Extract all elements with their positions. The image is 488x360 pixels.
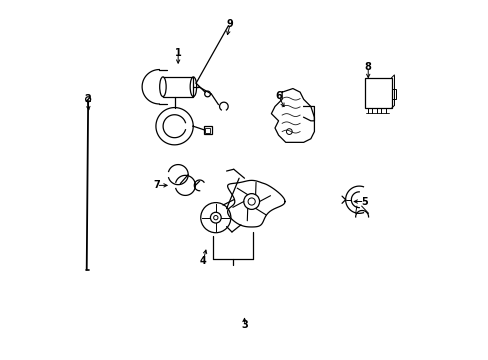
Ellipse shape bbox=[160, 77, 166, 96]
Text: 7: 7 bbox=[153, 180, 160, 190]
Text: 6: 6 bbox=[275, 91, 282, 101]
Text: 2: 2 bbox=[84, 94, 91, 104]
Bar bbox=[205, 128, 209, 133]
Text: 5: 5 bbox=[361, 197, 367, 207]
Text: 4: 4 bbox=[200, 256, 206, 266]
Bar bbox=[391, 89, 395, 99]
Bar bbox=[203, 126, 211, 134]
Bar bbox=[163, 77, 193, 96]
Text: 3: 3 bbox=[241, 320, 247, 330]
Text: 9: 9 bbox=[226, 19, 233, 29]
Text: 8: 8 bbox=[364, 62, 371, 72]
Bar bbox=[364, 78, 391, 108]
Text: 1: 1 bbox=[174, 48, 181, 58]
